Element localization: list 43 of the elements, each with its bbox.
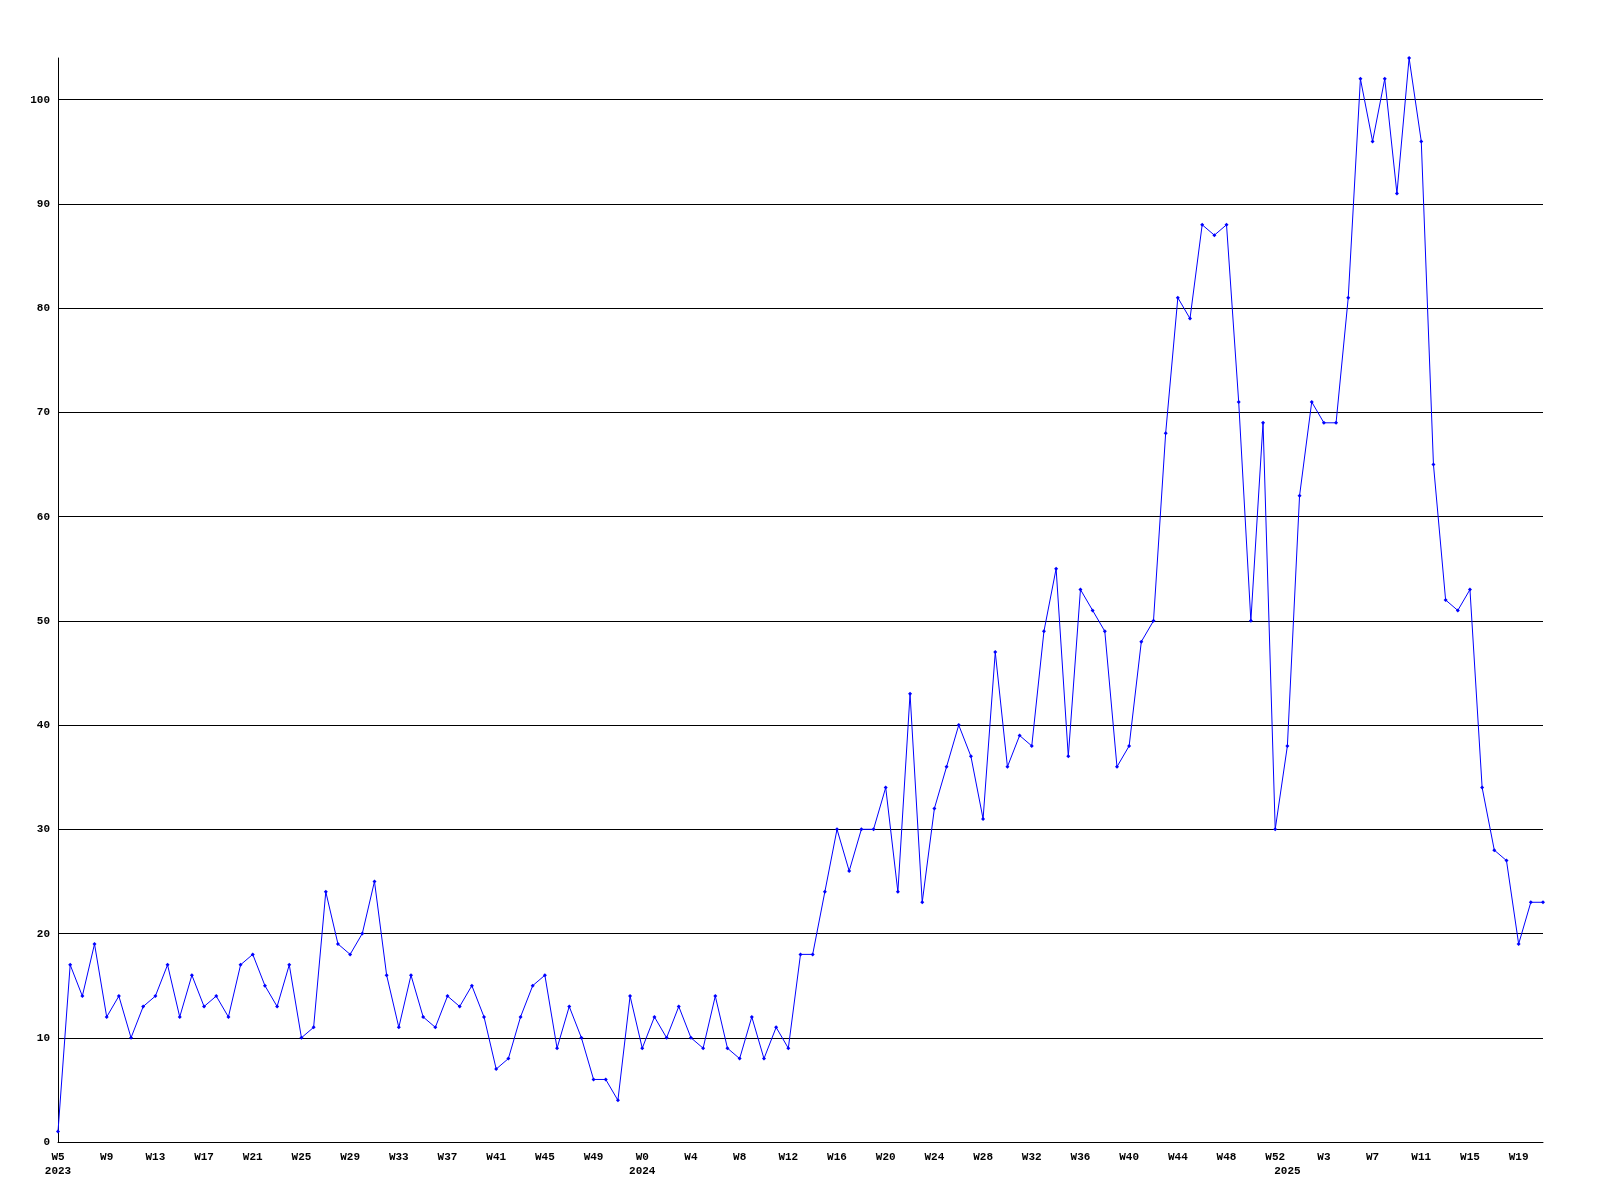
x-tick-label: W52: [1265, 1151, 1286, 1163]
x-tick-label: W44: [1167, 1151, 1189, 1163]
y-tick-label: 20: [36, 927, 50, 940]
x-tick-label: W45: [534, 1151, 556, 1163]
y-tick-label: 100: [30, 93, 50, 106]
x-tick-label: W13: [145, 1151, 166, 1163]
x-tick-label: W12: [778, 1151, 799, 1163]
x-tick-label: W9: [100, 1151, 114, 1163]
x-tick-label: W24: [924, 1151, 945, 1163]
y-tick-label: 80: [36, 302, 50, 315]
x-tick-label: W0 2024: [629, 1151, 656, 1177]
x-tick-label: W33: [388, 1151, 410, 1163]
x-tick-label: W15: [1460, 1151, 1481, 1163]
x-tick-label: W28: [973, 1151, 994, 1163]
x-tick-label: W49: [583, 1151, 604, 1163]
x-tick-label: W7: [1365, 1151, 1380, 1163]
x-tick-label: W40: [1119, 1151, 1140, 1163]
x-tick-label: W20: [875, 1151, 896, 1163]
x-tick-label: 2025: [1274, 1165, 1301, 1177]
y-tick-label: 0: [43, 1136, 50, 1148]
y-tick-label: 10: [36, 1031, 50, 1044]
y-tick-label: 90: [36, 197, 50, 210]
x-tick-label: W41: [486, 1151, 507, 1163]
x-tick-label: W8: [733, 1151, 747, 1163]
y-tick-label: 60: [36, 510, 50, 523]
x-tick-label: W11: [1411, 1151, 1432, 1163]
y-tick-label: 30: [36, 823, 50, 836]
x-tick-label: W17: [194, 1151, 214, 1163]
x-tick-label: W3: [1317, 1151, 1331, 1163]
x-tick-label: W32: [1021, 1151, 1042, 1163]
x-tick-label: W48: [1216, 1151, 1237, 1163]
x-tick-label: W25: [291, 1151, 312, 1163]
x-tick-label: W29: [340, 1151, 361, 1163]
y-tick-label: 50: [36, 614, 50, 627]
y-tick-label: 70: [36, 406, 50, 419]
x-tick-label: W16: [827, 1151, 847, 1163]
x-tick-label: W4: [684, 1151, 698, 1163]
y-tick-label: 40: [36, 719, 50, 732]
x-tick-label: W36: [1070, 1151, 1091, 1163]
x-tick-label: W5 2023: [44, 1151, 72, 1177]
x-tick-label: W21: [242, 1151, 264, 1163]
x-tick-label: W37: [437, 1151, 458, 1163]
x-tick-label: W19: [1508, 1151, 1529, 1163]
